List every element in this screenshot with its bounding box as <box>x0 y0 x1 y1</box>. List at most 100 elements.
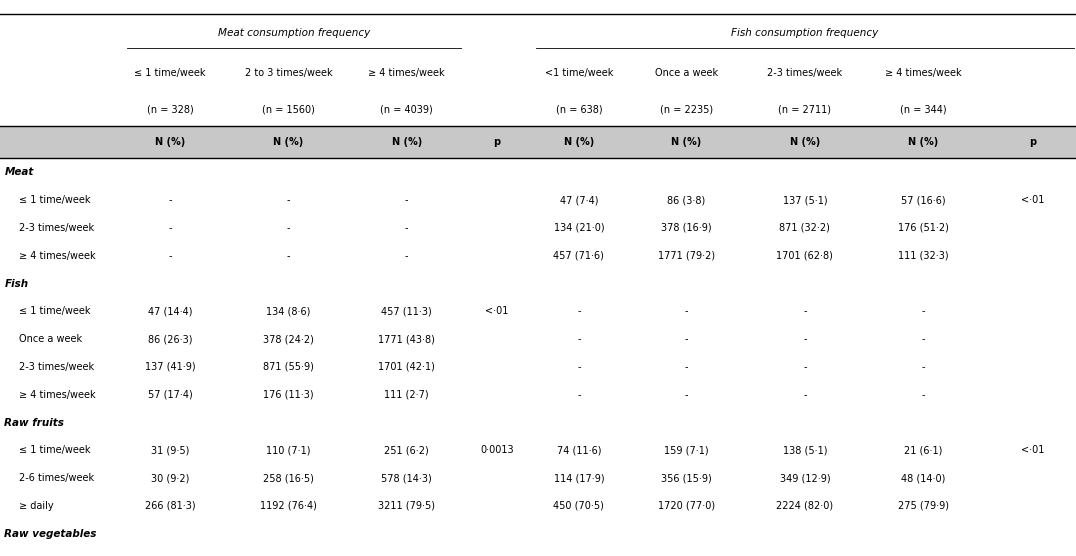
Text: 86 (26·3): 86 (26·3) <box>147 334 193 344</box>
Text: <·01: <·01 <box>1021 195 1045 205</box>
Text: 2-6 times/week: 2-6 times/week <box>19 473 95 483</box>
Text: Raw vegetables: Raw vegetables <box>4 529 97 539</box>
Text: -: - <box>803 362 807 372</box>
Text: ≥ 4 times/week: ≥ 4 times/week <box>19 251 96 261</box>
Text: 57 (16·6): 57 (16·6) <box>901 195 946 205</box>
Text: -: - <box>921 390 925 400</box>
Text: 266 (81·3): 266 (81·3) <box>144 501 196 511</box>
Text: 47 (7·4): 47 (7·4) <box>560 195 598 205</box>
Text: <·01: <·01 <box>485 306 509 316</box>
Text: -: - <box>577 334 581 344</box>
Text: 356 (15·9): 356 (15·9) <box>661 473 712 483</box>
Text: (n = 2711): (n = 2711) <box>778 105 832 115</box>
Text: <1 time/week: <1 time/week <box>544 68 613 78</box>
Text: -: - <box>684 306 689 316</box>
Text: -: - <box>921 334 925 344</box>
Text: N (%): N (%) <box>564 137 594 147</box>
Text: 578 (14·3): 578 (14·3) <box>381 473 433 483</box>
Text: Meat: Meat <box>4 167 33 177</box>
Text: 137 (5·1): 137 (5·1) <box>782 195 827 205</box>
Text: 48 (14·0): 48 (14·0) <box>901 473 946 483</box>
Text: ≤ 1 time/week: ≤ 1 time/week <box>19 195 90 205</box>
Text: 176 (11·3): 176 (11·3) <box>263 390 314 400</box>
Text: 114 (17·9): 114 (17·9) <box>553 473 605 483</box>
Text: p: p <box>494 137 500 147</box>
Text: 457 (71·6): 457 (71·6) <box>553 251 605 261</box>
Text: 871 (32·2): 871 (32·2) <box>779 223 831 233</box>
Text: 47 (14·4): 47 (14·4) <box>147 306 193 316</box>
Text: -: - <box>577 390 581 400</box>
Text: 134 (21·0): 134 (21·0) <box>553 223 605 233</box>
Text: -: - <box>286 251 291 261</box>
Text: 111 (2·7): 111 (2·7) <box>384 390 429 400</box>
Text: ≥ 4 times/week: ≥ 4 times/week <box>19 390 96 400</box>
Text: 21 (6·1): 21 (6·1) <box>904 445 943 455</box>
Text: ≤ 1 time/week: ≤ 1 time/week <box>134 68 206 78</box>
Text: 1720 (77·0): 1720 (77·0) <box>657 501 716 511</box>
Text: -: - <box>684 362 689 372</box>
Text: -: - <box>921 306 925 316</box>
Text: Meat consumption frequency: Meat consumption frequency <box>217 28 370 38</box>
Text: 31 (9·5): 31 (9·5) <box>151 445 189 455</box>
Text: N (%): N (%) <box>671 137 702 147</box>
Text: (n = 638): (n = 638) <box>555 105 603 115</box>
Text: N (%): N (%) <box>155 137 185 147</box>
Text: 258 (16·5): 258 (16·5) <box>263 473 314 483</box>
Text: N (%): N (%) <box>790 137 820 147</box>
Text: Fish consumption frequency: Fish consumption frequency <box>732 28 878 38</box>
Text: (n = 328): (n = 328) <box>146 105 194 115</box>
Text: 2224 (82·0): 2224 (82·0) <box>776 501 834 511</box>
Text: 176 (51·2): 176 (51·2) <box>897 223 949 233</box>
Text: 0·0013: 0·0013 <box>480 445 514 455</box>
Text: -: - <box>684 334 689 344</box>
Text: <·01: <·01 <box>1021 445 1045 455</box>
Text: ≥ 4 times/week: ≥ 4 times/week <box>884 68 962 78</box>
Text: 2-3 times/week: 2-3 times/week <box>767 68 843 78</box>
Text: -: - <box>286 223 291 233</box>
Text: 2-3 times/week: 2-3 times/week <box>19 362 95 372</box>
Text: ≥ daily: ≥ daily <box>19 501 54 511</box>
Text: 1701 (42·1): 1701 (42·1) <box>379 362 435 372</box>
Text: 74 (11·6): 74 (11·6) <box>556 445 601 455</box>
Text: 1771 (79·2): 1771 (79·2) <box>657 251 716 261</box>
Text: 86 (3·8): 86 (3·8) <box>667 195 706 205</box>
Text: 1771 (43·8): 1771 (43·8) <box>379 334 435 344</box>
Text: N (%): N (%) <box>273 137 303 147</box>
Text: 1701 (62·8): 1701 (62·8) <box>777 251 833 261</box>
Text: -: - <box>168 195 172 205</box>
Text: Once a week: Once a week <box>655 68 718 78</box>
Text: (n = 1560): (n = 1560) <box>261 105 315 115</box>
Text: 30 (9·2): 30 (9·2) <box>151 473 189 483</box>
Text: N (%): N (%) <box>392 137 422 147</box>
Text: -: - <box>286 195 291 205</box>
Text: -: - <box>405 251 409 261</box>
Text: 450 (70·5): 450 (70·5) <box>553 501 605 511</box>
Text: -: - <box>168 251 172 261</box>
Text: 378 (16·9): 378 (16·9) <box>661 223 712 233</box>
Text: -: - <box>577 306 581 316</box>
Text: 137 (41·9): 137 (41·9) <box>144 362 196 372</box>
Text: 251 (6·2): 251 (6·2) <box>384 445 429 455</box>
Text: -: - <box>684 390 689 400</box>
Text: 2-3 times/week: 2-3 times/week <box>19 223 95 233</box>
Text: Raw fruits: Raw fruits <box>4 418 65 428</box>
Bar <box>0 126 1076 158</box>
Text: (n = 2235): (n = 2235) <box>660 105 713 115</box>
Text: 3211 (79·5): 3211 (79·5) <box>379 501 435 511</box>
Text: N (%): N (%) <box>908 137 938 147</box>
Text: -: - <box>405 223 409 233</box>
Text: Once a week: Once a week <box>19 334 83 344</box>
Text: 457 (11·3): 457 (11·3) <box>381 306 433 316</box>
Text: -: - <box>168 223 172 233</box>
Text: ≤ 1 time/week: ≤ 1 time/week <box>19 445 90 455</box>
Text: -: - <box>577 362 581 372</box>
Text: Fish: Fish <box>4 279 28 289</box>
Text: -: - <box>803 390 807 400</box>
Text: 2 to 3 times/week: 2 to 3 times/week <box>244 68 332 78</box>
Text: 111 (32·3): 111 (32·3) <box>897 251 949 261</box>
Text: -: - <box>405 195 409 205</box>
Text: 275 (79·9): 275 (79·9) <box>897 501 949 511</box>
Text: 1192 (76·4): 1192 (76·4) <box>260 501 316 511</box>
Text: 871 (55·9): 871 (55·9) <box>263 362 314 372</box>
Text: -: - <box>803 306 807 316</box>
